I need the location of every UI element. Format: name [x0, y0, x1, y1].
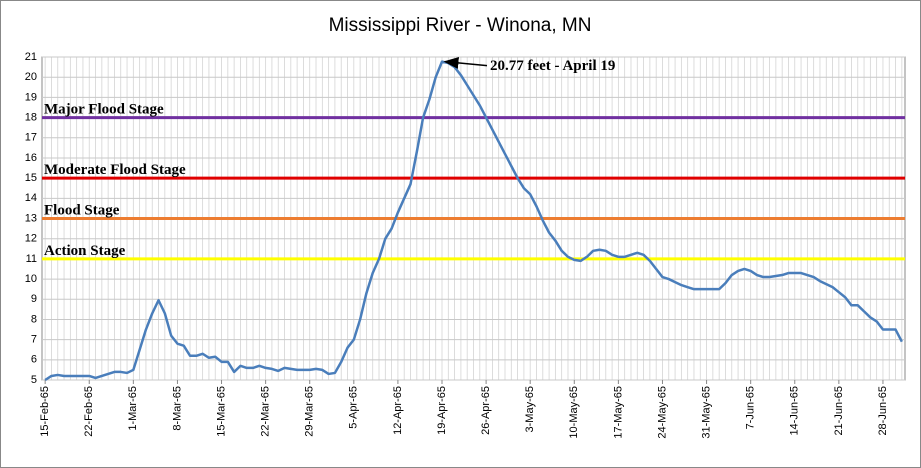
- annotation: 20.77 feet - April 19: [490, 58, 615, 74]
- y-tick-label: 14: [25, 192, 37, 204]
- y-tick-label: 17: [25, 132, 37, 144]
- y-tick-label: 11: [26, 253, 37, 265]
- stage-label: Moderate Flood Stage: [44, 162, 186, 178]
- x-tick-label: 8-Mar-65: [171, 386, 183, 431]
- x-tick-label: 22-Feb-65: [83, 386, 95, 437]
- annotation-arrow: [443, 56, 488, 69]
- x-tick-label: 15-Mar-65: [215, 386, 227, 437]
- stage-label: Action Stage: [44, 243, 126, 259]
- y-tick-label: 20: [25, 71, 37, 83]
- stage-label: Major Flood Stage: [44, 102, 164, 118]
- y-tick-label: 21: [25, 51, 37, 63]
- chart-title: Mississippi River - Winona, MN: [329, 15, 592, 36]
- data-line: [44, 60, 903, 382]
- y-tick-label: 6: [31, 354, 37, 366]
- x-tick-label: 15-Feb-65: [39, 386, 51, 437]
- stage-label: Flood Stage: [44, 203, 120, 219]
- y-tick-label: 18: [25, 111, 37, 123]
- y-tick-label: 9: [31, 293, 37, 305]
- x-tick-label: 29-Mar-65: [304, 386, 316, 437]
- x-tick-label: 17-May-65: [612, 386, 624, 439]
- x-tick-label: 10-May-65: [568, 386, 580, 439]
- x-tick-label: 12-Apr-65: [392, 386, 404, 435]
- y-tick-label: 10: [25, 273, 37, 285]
- x-tick-label: 7-Jun-65: [745, 386, 757, 429]
- x-tick-label: 26-Apr-65: [480, 386, 492, 435]
- y-tick-label: 5: [31, 374, 37, 386]
- y-tick-label: 15: [25, 172, 37, 184]
- x-tick-label: 14-Jun-65: [789, 386, 801, 436]
- y-tick-label: 7: [31, 334, 37, 346]
- x-tick-label: 5-Apr-65: [348, 386, 360, 429]
- x-tick-label: 24-May-65: [656, 386, 668, 439]
- x-tick-label: 21-Jun-65: [833, 386, 845, 436]
- y-tick-label: 8: [31, 313, 37, 325]
- y-tick-label: 13: [25, 212, 37, 224]
- y-tick-label: 12: [25, 233, 37, 245]
- x-tick-label: 19-Apr-65: [436, 386, 448, 435]
- y-tick-label: 16: [25, 152, 37, 164]
- x-tick-label: 22-Mar-65: [260, 386, 272, 437]
- y-tick-label: 19: [25, 91, 37, 103]
- x-tick-label: 31-May-65: [700, 386, 712, 439]
- x-tick-label: 28-Jun-65: [877, 386, 889, 436]
- x-tick-label: 3-May-65: [524, 386, 536, 432]
- x-tick-label: 1-Mar-65: [127, 386, 139, 431]
